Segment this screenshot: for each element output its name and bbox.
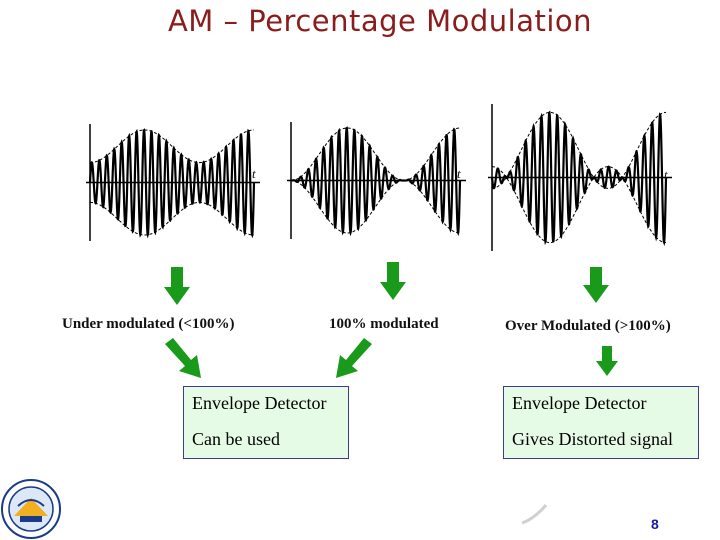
full-modulated-label: 100% modulated xyxy=(329,316,439,332)
envelope-detector-usable-box: Envelope Detector Can be used xyxy=(183,386,349,459)
full-carrier xyxy=(291,126,462,237)
envelope-detector-distorted-box: Envelope Detector Gives Distorted signal xyxy=(503,386,699,459)
over-envelope-top xyxy=(492,111,666,179)
t-axis-label-3: t xyxy=(664,167,668,182)
box-line: Envelope Detector xyxy=(192,393,327,413)
over-modulated-label: Over Modulated (>100%) xyxy=(505,318,671,334)
t-axis-label-1: t xyxy=(252,166,256,181)
down-arrow-icon xyxy=(583,267,609,303)
down-arrow-icon xyxy=(380,262,406,300)
down-arrow-icon xyxy=(596,346,618,376)
under-modulated-label: Under modulated (<100%) xyxy=(62,316,235,332)
full-modulated-waveform xyxy=(287,122,466,239)
box-line: Envelope Detector xyxy=(512,393,647,413)
under-envelope-top xyxy=(90,129,254,164)
university-seal-logo xyxy=(1,479,61,539)
over-modulated-waveform xyxy=(488,104,672,251)
down-arrow-icon xyxy=(164,267,190,305)
t-axis-label-2: t xyxy=(457,166,461,181)
slide-title: AM – Percentage Modulation xyxy=(167,4,593,38)
diagonal-arrow-icon xyxy=(336,338,372,378)
under-modulated-waveform xyxy=(86,124,260,241)
diagonal-arrow-icon xyxy=(165,338,201,378)
over-carrier xyxy=(490,110,668,247)
over-envelope-bottom xyxy=(492,176,666,244)
decorative-stroke xyxy=(521,504,548,525)
box-line: Can be used xyxy=(192,429,280,449)
box-line: Gives Distorted signal xyxy=(512,429,673,449)
under-envelope-bottom xyxy=(90,201,254,236)
under-carrier xyxy=(88,128,256,239)
page-number: 8 xyxy=(651,516,659,532)
